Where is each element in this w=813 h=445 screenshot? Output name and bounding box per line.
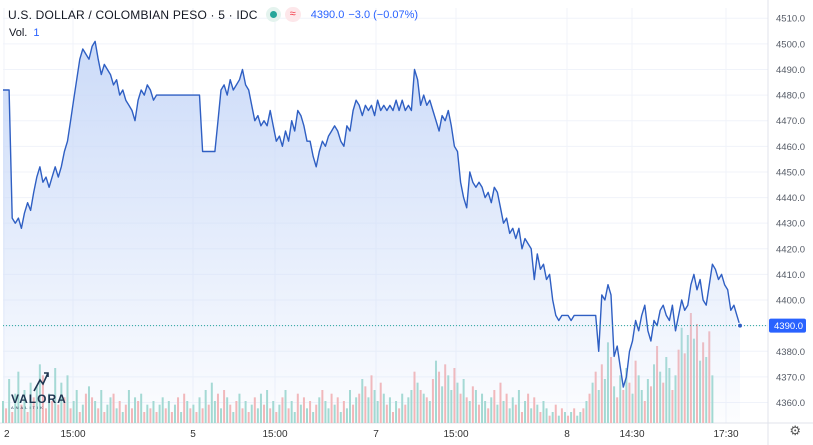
y-tick-label: 4400.0 [776,296,805,307]
y-tick-label: 4510.0 [776,14,805,25]
price-change: −3.0 (−0.07%) [348,8,419,21]
price-area [3,41,740,424]
x-tick-label: 15:00 [262,429,287,440]
y-tick-label: 4490.0 [776,65,805,76]
gear-icon[interactable]: ⚙ [789,423,801,438]
x-tick-label: 14:30 [619,429,644,440]
last-price-dot [737,322,743,329]
chart-legend: U.S. DOLLAR / COLOMBIAN PESO · 5 · IDC ≈… [8,7,422,22]
price-readout: 4390.0 −3.0 (−0.07%) [311,9,422,21]
y-tick-label: 4410.0 [776,270,805,281]
volume-label: Vol. [9,27,28,39]
symbol-title[interactable]: U.S. DOLLAR / COLOMBIAN PESO · 5 · IDC [8,7,258,22]
x-tick-label: 7 [373,429,379,440]
approx-icon[interactable]: ≈ [284,7,301,22]
x-tick-label: 5 [190,429,196,440]
x-tick-label: 8 [564,429,570,440]
y-tick-label: 4450.0 [776,167,805,178]
y-tick-label: 4480.0 [776,91,805,102]
y-tick-label: 4430.0 [776,219,805,230]
y-tick-label: 4370.0 [776,372,805,383]
last-price: 4390.0 [310,8,345,21]
x-tick-label: 15:00 [443,429,468,440]
market-status-icon[interactable] [265,7,281,22]
last-price-tag-label: 4390.0 [774,321,803,332]
logo-sub: ANALITIK [11,405,45,410]
price-line [3,40,741,388]
y-tick-label: 4440.0 [776,193,805,204]
valora-logo: VALORA ANALITIK [11,372,67,410]
y-tick-label: 4470.0 [776,116,805,127]
last-price-tag [769,318,806,333]
x-tick-label: 17:30 [713,429,738,440]
y-tick-label: 4380.0 [776,347,805,358]
y-tick-label: 4460.0 [776,142,805,153]
x-tick-label: 15:00 [60,429,85,440]
y-tick-label: 4500.0 [776,39,805,50]
volume-legend: Vol. 1 [9,27,39,39]
x-tick-label: 2 [4,429,10,440]
logo-mark-icon [33,372,49,392]
logo-name: VALORA [11,392,67,406]
volume-value: 1 [33,27,40,39]
y-tick-label: 4360.0 [776,398,805,409]
y-tick-label: 4420.0 [776,244,805,255]
